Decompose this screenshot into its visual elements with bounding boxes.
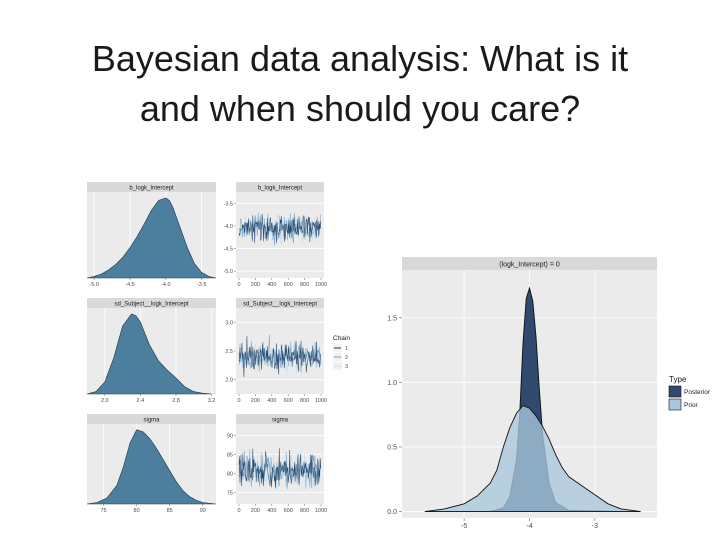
x-tick-label: -3.5 [197,282,206,288]
y-tick-label: -4.0 [224,224,233,230]
y-tick-label: 1.5 [387,315,397,322]
x-tick-label: -5.0 [89,282,98,288]
y-tick-label: 2.5 [225,349,233,355]
trace-1-strip [236,182,324,192]
prior-posterior-strip [402,257,657,270]
y-tick-label: -3.5 [224,201,233,207]
y-tick-label: 0.5 [387,444,397,451]
prior-posterior-strip-label: (logk_Intercept) = 0 [499,262,560,269]
trace-2-strip-label: sd_Subject__logk_Intercept [243,302,317,308]
x-tick-label: 200 [251,282,260,288]
y-tick-label: 90 [227,433,233,439]
y-tick-label: 75 [227,491,233,497]
chain-legend-label: 3 [345,364,348,370]
x-tick-label: 600 [284,282,293,288]
density-area [86,429,217,505]
y-tick-label: 2.0 [225,378,233,384]
x-tick-label: 3.2 [208,398,216,404]
type-legend-label: Prior [684,402,699,409]
density-area [86,313,212,395]
density-panel-1: -5.0 -4.5 -4.0 -3.5 [86,192,217,288]
slide-title: Bayesian data analysis: What is it and w… [0,34,720,134]
x-tick-label: 200 [251,398,260,404]
x-tick-label: 2.4 [137,398,145,404]
x-tick-label: 0 [237,508,240,514]
x-tick-label: 90 [200,508,206,514]
x-tick-label: 75 [100,508,106,514]
trace-2-strip [236,298,324,308]
x-tick-label: 1000 [315,282,327,288]
y-tick-label: 85 [227,452,233,458]
x-tick-label: 1000 [315,508,327,514]
trace-panel-1: -3.5 -4.0 -4.5 -5.0 0 200 400 600 800 1000 [224,192,327,288]
type-legend-key [668,398,682,411]
x-tick-label: -3 [592,523,598,530]
type-legend-key [668,385,682,398]
x-tick-label: 800 [300,282,309,288]
trace-chain-1 [238,213,321,244]
density-2-strip-label: sd_Subject__logk_Intercept [114,302,188,308]
type-legend-title: Type [669,375,687,384]
density-3-strip-label: sigma [143,418,160,424]
trace-3-strip [236,414,324,424]
chain-legend: Chain 1 2 3 [333,335,350,370]
x-tick-label: -4 [526,523,532,530]
prior-posterior-panel: (logk_Intercept) = 0 0.0 0.5 1.0 1.5 -5 -4 -3 [387,257,657,530]
y-tick-label: 0.0 [387,509,397,516]
y-tick-label: -5.0 [224,269,233,275]
density-panel-3: 75 80 85 90 [86,424,217,514]
density-1-strip-label: b_logk_Intercept [129,186,174,192]
density-2-strip [87,298,216,308]
density-3-strip [87,414,216,424]
x-tick-label: 800 [300,398,309,404]
x-tick-label: 2.8 [172,398,180,404]
x-tick-label: 600 [284,398,293,404]
y-tick-label: -4.5 [224,247,233,253]
slide-title-line-1: Bayesian data analysis: What is it [91,38,629,79]
type-legend-label: Posterior [684,389,711,396]
x-tick-label: 80 [134,508,140,514]
x-tick-label: 400 [267,508,276,514]
x-tick-label: 600 [284,508,293,514]
x-tick-label: -5 [461,523,467,530]
y-tick-label: 3.0 [225,320,233,326]
trace-chain-1 [238,448,321,489]
y-tick-label: 80 [227,472,233,478]
trace-panel-2: 3.0 2.5 2.0 0 200 400 600 800 1000 [225,308,327,404]
density-prior [424,405,641,512]
trace-3-strip-label: sigma [272,418,289,424]
x-tick-label: 85 [167,508,173,514]
slide-title-line-2: and when should you care? [139,88,581,129]
type-legend: Type Posterior Prior [668,375,711,411]
x-tick-label: 800 [300,508,309,514]
trace-1-strip-label: b_logk_Intercept [258,186,303,192]
x-tick-label: 400 [267,282,276,288]
x-tick-label: 2.0 [101,398,109,404]
x-tick-label: 0 [237,398,240,404]
y-tick-label: 1.0 [387,380,397,387]
chain-legend-label: 2 [345,355,348,361]
x-tick-label: 1000 [315,398,327,404]
x-tick-label: -4.5 [125,282,134,288]
density-1-strip [87,182,216,192]
chain-legend-title: Chain [333,335,350,342]
density-area [86,197,217,279]
x-tick-label: 0 [237,282,240,288]
trace-chain-1 [238,335,321,378]
x-tick-label: 400 [267,398,276,404]
density-panel-2: 2.0 2.4 2.8 3.2 [86,308,216,404]
x-tick-label: 200 [251,508,260,514]
chain-legend-label: 1 [345,346,348,352]
x-tick-label: -4.0 [161,282,170,288]
trace-panel-3: 90 85 80 75 0 200 400 600 800 1000 [227,424,327,514]
